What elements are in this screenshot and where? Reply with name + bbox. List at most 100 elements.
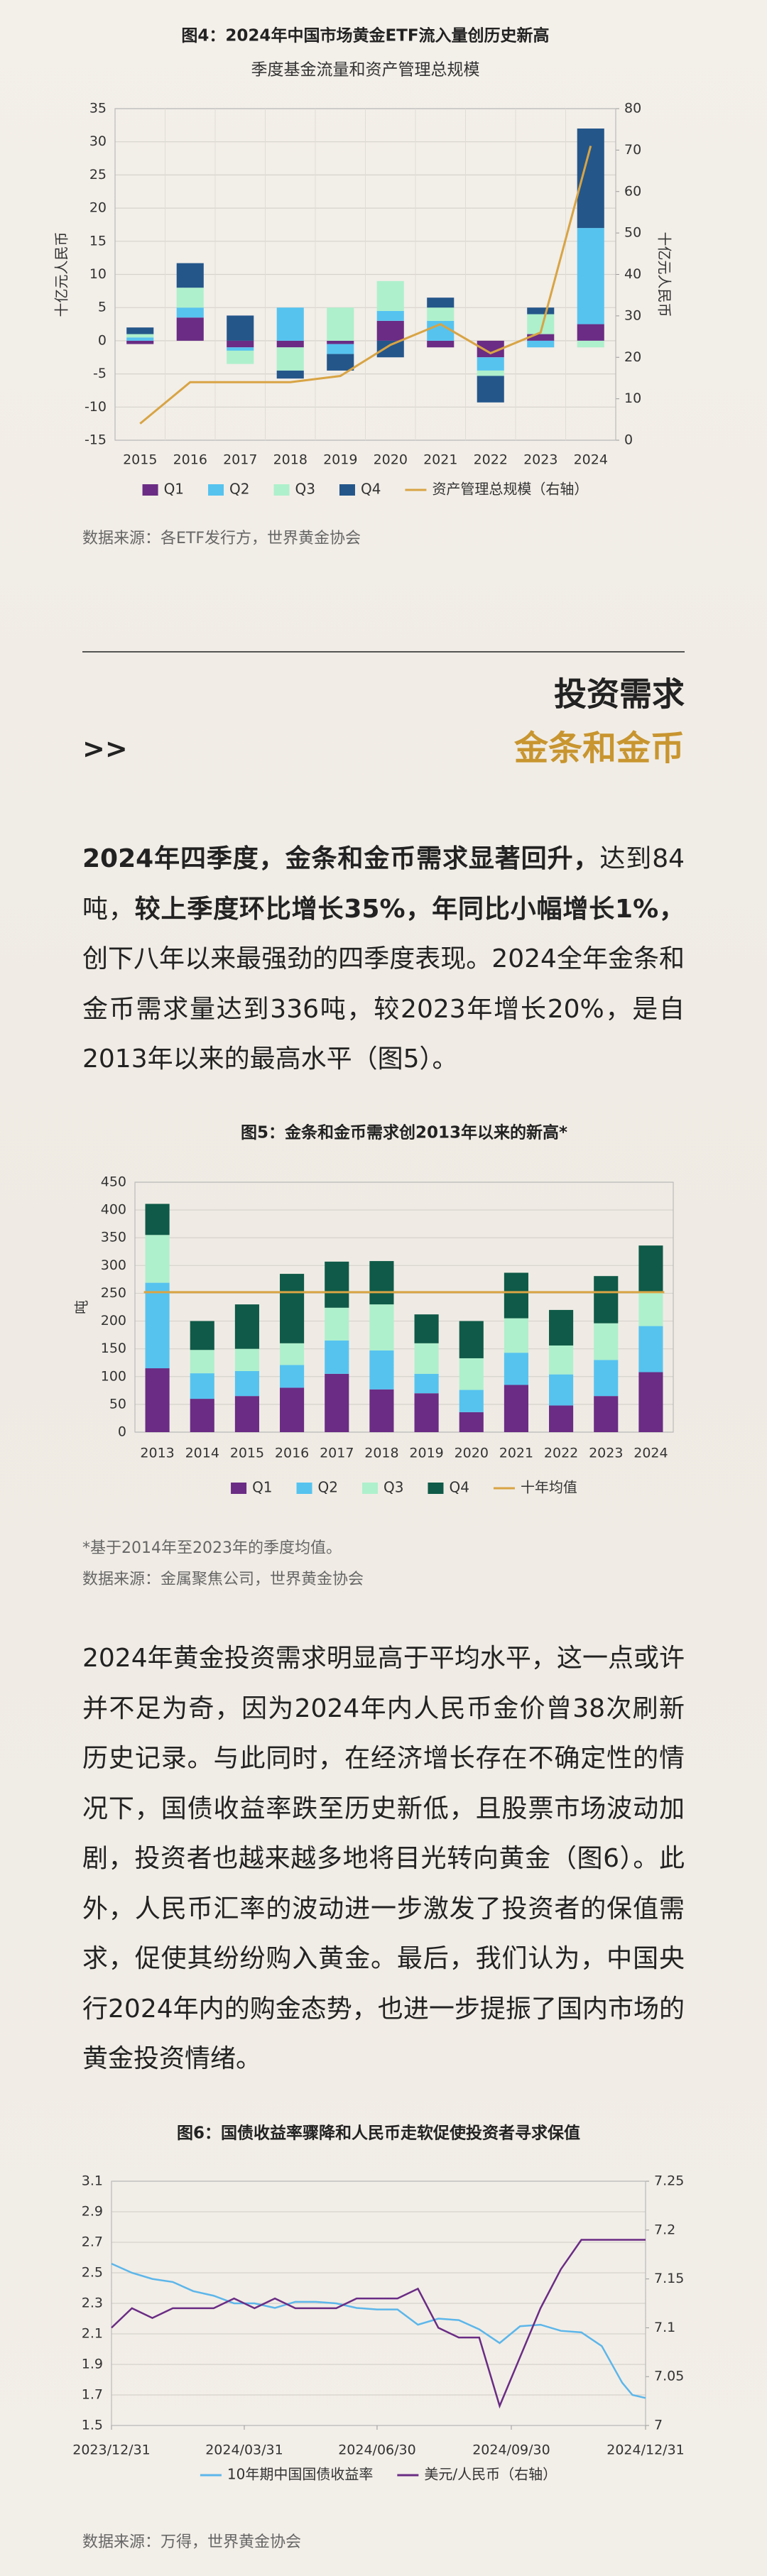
- bar-segment: [276, 307, 304, 341]
- x-tick-label: 2021: [423, 452, 457, 468]
- y2-tick-label: 10: [624, 391, 641, 406]
- y-tick-label: 400: [101, 1202, 126, 1218]
- y-tick-label: 250: [101, 1285, 126, 1301]
- bar-segment: [577, 324, 604, 341]
- legend-label: Q3: [384, 1479, 403, 1496]
- legend-swatch: [273, 484, 290, 496]
- y-tick-label: 1.5: [82, 2418, 103, 2433]
- legend-label: Q4: [449, 1479, 469, 1496]
- bar-segment: [369, 1304, 394, 1351]
- paragraph: 2024年黄金投资需求明显高于平均水平，这一点或许并不足为奇，因为2024年内人…: [82, 1634, 685, 2085]
- y2-tick-label: 7.1: [654, 2320, 675, 2335]
- bar-segment: [145, 1235, 170, 1283]
- bar-segment: [190, 1399, 214, 1432]
- y-tick-label: 25: [89, 167, 107, 182]
- bar-segment: [325, 1373, 349, 1432]
- x-tick-label: 2013: [140, 1446, 174, 1461]
- x-tick-label: 2024/12/31: [606, 2443, 685, 2458]
- legend-label: Q1: [164, 481, 184, 498]
- y-tick-label: -15: [85, 432, 107, 448]
- bar-segment: [126, 340, 154, 344]
- bar-segment: [477, 340, 504, 358]
- line-series: [139, 146, 592, 425]
- bar-segment: [577, 228, 604, 324]
- bar-segment: [638, 1326, 663, 1372]
- bar-segment: [414, 1314, 439, 1343]
- bar-segment: [369, 1261, 394, 1305]
- x-tick-label: 2024/06/30: [338, 2443, 416, 2458]
- bar-segment: [227, 350, 254, 364]
- x-tick-label: 2017: [223, 452, 257, 468]
- x-tick-label: 2021: [499, 1446, 533, 1461]
- y-tick-label: 10: [89, 266, 107, 282]
- y2-tick-label: 7.25: [654, 2173, 684, 2189]
- y2-tick-label: 7.05: [654, 2369, 684, 2384]
- y2-tick-label: 7.15: [654, 2271, 684, 2286]
- bar-segment: [126, 334, 154, 338]
- chart-note: *基于2014年至2023年的季度均值。: [82, 1539, 342, 1557]
- bar-segment: [594, 1396, 619, 1432]
- y2-tick-label: 70: [624, 142, 641, 158]
- bar-segment: [234, 1370, 259, 1397]
- text-run: 2024年黄金投资需求明显高于平均水平，这一点或许并不足为奇，因为2024年内人…: [82, 1644, 685, 2073]
- bar-segment: [176, 288, 204, 308]
- y2-tick-label: 80: [624, 101, 641, 116]
- bar-segment: [325, 1340, 349, 1374]
- y2-tick-label: 20: [624, 349, 641, 365]
- x-tick-label: 2019: [323, 452, 357, 468]
- legend-label: Q1: [252, 1479, 272, 1496]
- bar-segment: [414, 1373, 439, 1394]
- bar-segment: [190, 1373, 214, 1399]
- bar-segment: [327, 307, 354, 341]
- y-tick-label: 0: [118, 1424, 126, 1440]
- y-tick-label: 2.5: [82, 2265, 103, 2281]
- section-subtitle: 金条和金币: [513, 728, 685, 768]
- bar-segment: [638, 1372, 663, 1432]
- legend: Q1 Q2 Q3 Q4 资产管理总规模（右轴）: [142, 481, 588, 498]
- legend-swatch: [296, 1483, 312, 1494]
- x-tick-label: 2016: [173, 452, 207, 468]
- bar-segment: [638, 1292, 663, 1326]
- legend-swatch: [339, 484, 355, 496]
- bar-segment: [369, 1389, 394, 1432]
- bar-segment: [376, 340, 404, 358]
- bar-segment: [504, 1353, 528, 1385]
- bar-segment: [325, 1307, 349, 1341]
- bar-segment: [190, 1350, 214, 1374]
- y-tick-label: 150: [101, 1341, 126, 1356]
- x-tick-label: 2014: [185, 1446, 219, 1461]
- y-axis-title: 十亿元人民币: [53, 232, 70, 317]
- legend-label: 10年期中国国债收益率: [227, 2466, 373, 2483]
- x-tick-label: 2024: [633, 1446, 668, 1461]
- bar-segment: [176, 263, 204, 288]
- text-run: 较上季度环比增长35%，年同比小幅增长1%，: [134, 894, 685, 924]
- bar-segment: [638, 1245, 663, 1292]
- bar-segment: [280, 1274, 305, 1343]
- bar-segment: [145, 1282, 170, 1369]
- y-axis-title: 吨: [73, 1300, 90, 1314]
- bar-segment: [504, 1318, 528, 1353]
- bar-segment: [594, 1323, 619, 1360]
- bar-segment: [176, 307, 204, 318]
- y-tick-label: 5: [98, 300, 107, 315]
- bar-segment: [280, 1365, 305, 1388]
- bar-segment: [594, 1360, 619, 1397]
- bar-segment: [234, 1396, 259, 1432]
- y-tick-label: 30: [89, 133, 107, 149]
- bar-segment: [527, 340, 555, 348]
- bar-segment: [280, 1387, 305, 1432]
- bar-segment: [276, 370, 304, 379]
- y-tick-label: 200: [101, 1313, 126, 1328]
- bar-segment: [369, 1350, 394, 1390]
- text-run: 达到84吨，: [82, 844, 685, 924]
- y2-tick-label: 60: [624, 183, 641, 199]
- y-tick-label: -5: [93, 366, 107, 381]
- bar-segment: [280, 1343, 305, 1365]
- x-tick-label: 2020: [374, 452, 408, 468]
- line-series: [111, 2239, 646, 2409]
- bar-segment: [327, 354, 354, 371]
- chart-source: 数据来源：金属聚焦公司，世界黄金协会: [82, 1571, 364, 1588]
- bar-segment: [527, 334, 555, 341]
- bar-segment: [477, 376, 504, 403]
- bar-segment: [376, 280, 404, 311]
